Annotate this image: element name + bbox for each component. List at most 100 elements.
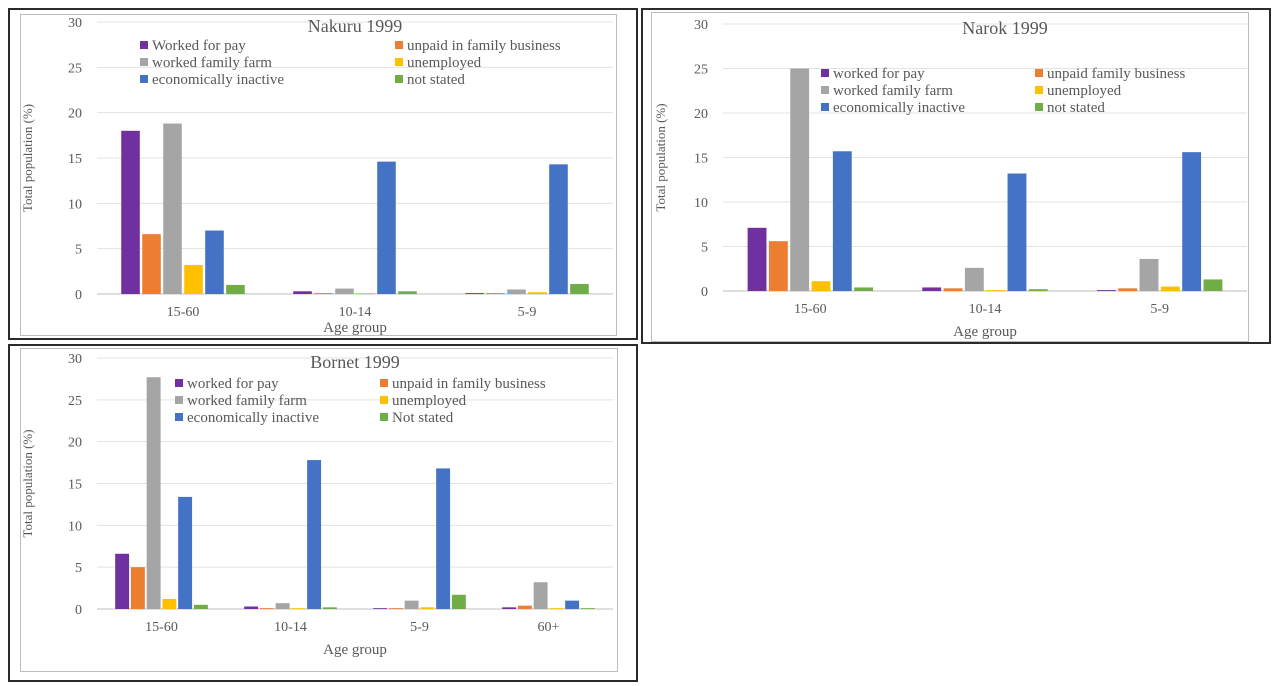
chart-bornet: 0 5 10 15 20 25 30 15-60 10-14 5-9 60+ Bornet 1999 w… [20, 352, 613, 658]
y-tick-label: 25 [68, 61, 82, 76]
bar [184, 264, 203, 294]
x-tick-label: 5-9 [1150, 302, 1169, 317]
bar [388, 608, 403, 609]
legend-label: worked family farm [187, 393, 307, 409]
bar [163, 123, 182, 295]
x-tick-label: 15-60 [167, 305, 200, 320]
bar [549, 608, 564, 609]
bar [293, 291, 312, 294]
x-axis-title: Age group [323, 642, 387, 658]
bar [436, 468, 451, 609]
chart-title: Bornet 1999 [310, 352, 400, 372]
legend-label: unpaid family business [1047, 66, 1185, 82]
bar [142, 234, 161, 294]
y-tick-label: 15 [694, 152, 708, 167]
bar [922, 287, 942, 291]
legend-swatch [175, 413, 183, 421]
bar [533, 582, 548, 609]
bar [854, 287, 874, 291]
x-axis-title: Age group [323, 320, 387, 336]
bar [1203, 279, 1223, 291]
bar [811, 281, 831, 291]
legend-swatch [140, 58, 148, 66]
bar [517, 605, 532, 609]
legend-swatch [380, 379, 388, 387]
chart-panel-bornet: 0 5 10 15 20 25 30 15-60 10-14 5-9 60+ Bornet 1999 w… [8, 344, 638, 682]
y-tick-label: 30 [68, 352, 82, 367]
y-tick-label: 30 [68, 16, 82, 31]
bar [205, 230, 224, 294]
y-tick-label: 0 [75, 603, 82, 618]
legend-label: unemployed [1047, 83, 1122, 99]
y-tick-label: 15 [68, 478, 82, 493]
chart-panel-nakuru: 0 5 10 15 20 25 30 15-60 10-14 5-9 Nakuru 1999 Work… [8, 8, 638, 340]
y-tick-label: 15 [68, 152, 82, 167]
bar [1007, 173, 1027, 291]
legend-label: not stated [1047, 100, 1105, 116]
bar [486, 293, 505, 294]
legend-label: economically inactive [152, 72, 284, 88]
bar [986, 290, 1006, 291]
bar [178, 496, 193, 609]
bar [115, 553, 130, 609]
bar [162, 598, 177, 609]
bar [373, 608, 388, 609]
legend-swatch [395, 58, 403, 66]
bar [1139, 258, 1159, 291]
y-tick-label: 0 [701, 285, 708, 300]
y-tick-label: 5 [75, 243, 82, 258]
bar [377, 161, 396, 294]
chart-narok: 0 5 10 15 20 25 30 15-60 10-14 5-9 Narok 1999 worke… [653, 18, 1247, 340]
bar [226, 284, 245, 294]
bar [193, 604, 208, 609]
y-axis-title: Total population (%) [20, 104, 35, 212]
legend-swatch [821, 103, 829, 111]
bar [790, 68, 810, 291]
bar [1028, 289, 1048, 291]
legend-label: not stated [407, 72, 465, 88]
legend-swatch [1035, 86, 1043, 94]
x-tick-label: 15-60 [794, 302, 827, 317]
x-tick-label: 10-14 [274, 620, 307, 635]
y-axis-title: Total population (%) [653, 103, 668, 211]
bar [528, 292, 547, 294]
chart-nakuru: 0 5 10 15 20 25 30 15-60 10-14 5-9 Nakuru 1999 Work… [20, 16, 613, 336]
bar [502, 607, 517, 609]
bar [404, 600, 419, 609]
bar [580, 608, 595, 609]
legend-swatch [1035, 103, 1043, 111]
bar [1096, 290, 1116, 291]
legend-label: unemployed [407, 55, 482, 71]
bar [549, 164, 568, 294]
bar [291, 608, 306, 609]
bar [1182, 152, 1202, 291]
bar [507, 289, 526, 294]
legend-label: worked family farm [833, 83, 953, 99]
bar [121, 130, 140, 294]
bar [1160, 286, 1180, 291]
legend-label: worked for pay [187, 376, 279, 392]
bar [259, 608, 274, 609]
legend-label: worked for pay [833, 66, 925, 82]
bar [1118, 288, 1138, 291]
legend-swatch [380, 396, 388, 404]
legend-swatch [821, 69, 829, 77]
bar [398, 291, 417, 294]
x-tick-label: 5-9 [518, 305, 537, 320]
bar [314, 293, 333, 294]
legend-swatch [140, 41, 148, 49]
legend-swatch [395, 41, 403, 49]
legend-label: economically inactive [187, 410, 319, 426]
y-tick-label: 0 [75, 288, 82, 303]
bar [832, 151, 852, 291]
bar [146, 377, 161, 609]
legend-label: unemployed [392, 393, 467, 409]
chart-panel-narok: 0 5 10 15 20 25 30 15-60 10-14 5-9 Narok 1999 worke… [641, 8, 1271, 344]
bar [275, 603, 290, 609]
x-tick-label: 10-14 [969, 302, 1002, 317]
y-tick-label: 5 [701, 241, 708, 256]
chart-title: Nakuru 1999 [308, 16, 402, 36]
legend-swatch [1035, 69, 1043, 77]
legend-swatch [821, 86, 829, 94]
x-tick-label: 15-60 [145, 620, 178, 635]
